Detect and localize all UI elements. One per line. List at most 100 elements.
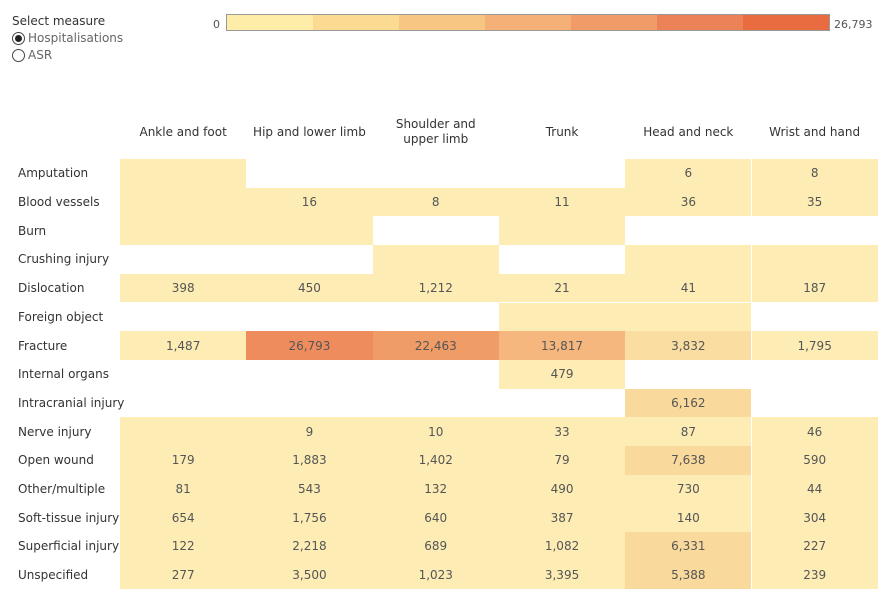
- radio-option-hospitalisations[interactable]: Hospitalisations: [12, 31, 123, 45]
- heatmap-cell[interactable]: [120, 360, 246, 389]
- heatmap-cell[interactable]: [120, 389, 246, 418]
- heatmap-cell[interactable]: [625, 245, 752, 274]
- heatmap-cell[interactable]: [625, 302, 752, 332]
- heatmap-cell[interactable]: [246, 245, 372, 274]
- heatmap-cell[interactable]: 239: [751, 560, 878, 590]
- column-header-ankle-and-foot: Ankle and foot: [139, 124, 227, 139]
- heatmap-cell[interactable]: [120, 216, 247, 246]
- heatmap-cell[interactable]: [373, 159, 499, 188]
- heatmap-cell[interactable]: 277: [120, 560, 247, 590]
- heatmap-cell[interactable]: [246, 360, 372, 389]
- radio-option-asr[interactable]: ASR: [12, 48, 52, 62]
- heatmap-cell[interactable]: 6,331: [625, 532, 752, 561]
- heatmap-cell[interactable]: 3,832: [625, 331, 752, 360]
- heatmap-cell[interactable]: 3,500: [246, 560, 373, 590]
- heatmap-cell[interactable]: 36: [625, 187, 752, 217]
- heatmap-cell[interactable]: 122: [120, 532, 247, 561]
- heatmap-cell[interactable]: 654: [120, 503, 247, 533]
- heatmap-cell[interactable]: 16: [246, 187, 373, 217]
- heatmap-cell[interactable]: 8: [372, 187, 499, 217]
- heatmap-cell[interactable]: [373, 216, 499, 245]
- heatmap-cell[interactable]: 140: [625, 503, 752, 533]
- heatmap-cell[interactable]: [373, 303, 499, 332]
- heatmap-cell[interactable]: [120, 159, 247, 188]
- heatmap-cell[interactable]: 1,487: [120, 331, 247, 360]
- heatmap-cell[interactable]: 2,218: [246, 532, 373, 561]
- heatmap-cell[interactable]: 87: [625, 417, 752, 446]
- heatmap-cell[interactable]: [498, 216, 626, 246]
- heatmap-cell[interactable]: 543: [246, 474, 373, 504]
- heatmap-cell[interactable]: 10: [372, 417, 499, 446]
- heatmap-cell[interactable]: 398: [120, 273, 247, 303]
- heatmap-cell[interactable]: 79: [498, 446, 626, 475]
- heatmap-cell[interactable]: [499, 159, 625, 188]
- heatmap-cell[interactable]: 450: [246, 273, 373, 303]
- legend-swatch: [657, 15, 743, 30]
- heatmap-cell[interactable]: [752, 389, 878, 418]
- heatmap-cell[interactable]: 1,883: [246, 446, 373, 475]
- heatmap-cell[interactable]: 479: [498, 359, 626, 389]
- heatmap-cell[interactable]: 304: [751, 503, 878, 533]
- heatmap-cell[interactable]: 132: [372, 474, 499, 504]
- heatmap-cell[interactable]: [120, 187, 247, 217]
- radio-button-asr[interactable]: [12, 48, 25, 62]
- heatmap-cell[interactable]: 689: [372, 532, 499, 561]
- radio-button-hospitalisations[interactable]: [12, 31, 25, 45]
- heatmap-cell[interactable]: 1,212: [372, 273, 499, 303]
- heatmap-cell[interactable]: [752, 216, 878, 245]
- heatmap-cell[interactable]: 5,388: [625, 560, 752, 590]
- heatmap-cell[interactable]: [499, 389, 625, 418]
- heatmap-cell[interactable]: [120, 245, 246, 274]
- heatmap-cell[interactable]: 3,395: [498, 560, 626, 590]
- heatmap-cell[interactable]: [246, 159, 372, 188]
- row-header-fracture: Fracture: [18, 338, 68, 353]
- heatmap-cell[interactable]: 1,402: [372, 446, 499, 475]
- heatmap-cell[interactable]: [498, 302, 626, 332]
- heatmap-cell[interactable]: [373, 389, 499, 418]
- heatmap-cell[interactable]: [752, 303, 878, 332]
- heatmap-cell[interactable]: 13,817: [498, 331, 626, 360]
- heatmap-cell[interactable]: 227: [751, 532, 878, 561]
- heatmap-cell[interactable]: [372, 245, 499, 274]
- heatmap-cell[interactable]: 6,162: [625, 388, 752, 418]
- heatmap-cell[interactable]: [751, 245, 878, 274]
- heatmap-cell[interactable]: 187: [751, 273, 878, 303]
- heatmap-cell[interactable]: [120, 417, 247, 446]
- heatmap-cell[interactable]: [499, 245, 625, 274]
- heatmap-cell[interactable]: 1,082: [498, 532, 626, 561]
- heatmap-cell[interactable]: 590: [751, 446, 878, 475]
- heatmap-cell[interactable]: 81: [120, 474, 247, 504]
- heatmap-cell[interactable]: [752, 360, 878, 389]
- heatmap-cell[interactable]: 46: [751, 417, 878, 446]
- heatmap-cell[interactable]: 8: [751, 159, 878, 188]
- heatmap-cell[interactable]: 490: [498, 474, 626, 504]
- heatmap-cell[interactable]: 26,793: [246, 331, 373, 360]
- heatmap-cell[interactable]: 21: [498, 273, 626, 303]
- heatmap-cell[interactable]: [246, 303, 372, 332]
- heatmap-cell[interactable]: 11: [498, 187, 626, 217]
- column-header-hip-and-lower-limb: Hip and lower limb: [253, 124, 366, 139]
- heatmap-cell[interactable]: 33: [498, 417, 626, 446]
- heatmap-cell[interactable]: [246, 216, 373, 246]
- heatmap-cell[interactable]: 41: [625, 273, 752, 303]
- heatmap-cell[interactable]: 35: [751, 187, 878, 217]
- heatmap-cell[interactable]: 640: [372, 503, 499, 533]
- legend-max-label: 26,793: [834, 18, 873, 31]
- heatmap-cell[interactable]: [373, 360, 499, 389]
- heatmap-cell[interactable]: 1,023: [372, 560, 499, 590]
- heatmap-cell[interactable]: 6: [625, 159, 752, 188]
- heatmap-cell[interactable]: [625, 216, 751, 245]
- heatmap-cell[interactable]: [120, 303, 246, 332]
- heatmap-cell[interactable]: 7,638: [625, 446, 752, 475]
- heatmap-cell[interactable]: 1,795: [751, 331, 878, 360]
- heatmap-cell[interactable]: 1,756: [246, 503, 373, 533]
- heatmap-cell[interactable]: [246, 389, 372, 418]
- heatmap-cell[interactable]: [625, 360, 751, 389]
- legend-swatch: [571, 15, 657, 30]
- heatmap-cell[interactable]: 179: [120, 446, 247, 475]
- heatmap-cell[interactable]: 387: [498, 503, 626, 533]
- heatmap-cell[interactable]: 730: [625, 474, 752, 504]
- heatmap-cell[interactable]: 44: [751, 474, 878, 504]
- heatmap-cell[interactable]: 22,463: [372, 331, 499, 360]
- heatmap-cell[interactable]: 9: [246, 417, 373, 446]
